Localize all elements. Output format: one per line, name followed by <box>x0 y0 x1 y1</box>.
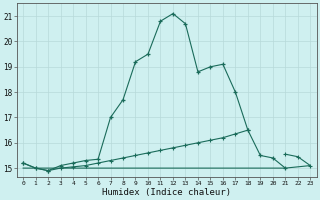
X-axis label: Humidex (Indice chaleur): Humidex (Indice chaleur) <box>102 188 231 197</box>
